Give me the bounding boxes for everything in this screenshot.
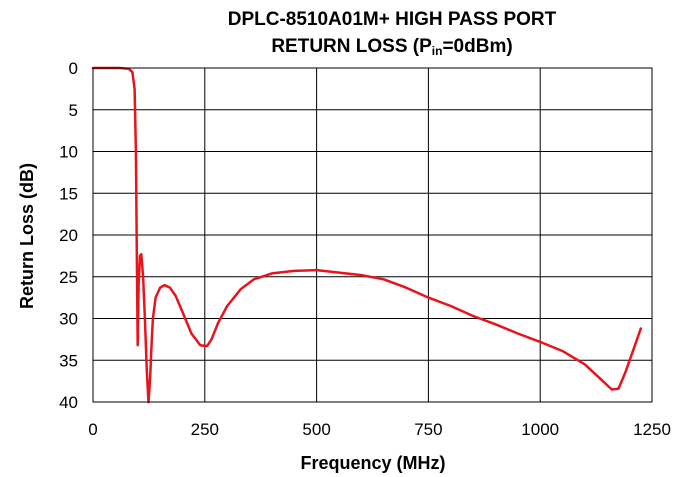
series-line <box>91 66 643 404</box>
x-tick-label: 750 <box>414 420 442 439</box>
x-tick-label: 0 <box>88 420 97 439</box>
y-axis-label: Return Loss (dB) <box>17 163 37 309</box>
y-tick-label: 35 <box>59 351 78 370</box>
x-tick-label: 1250 <box>633 420 671 439</box>
chart-title-line2-suffix: =0dBm) <box>442 36 512 57</box>
y-tick-label: 0 <box>69 59 78 78</box>
chart-title-line1: DPLC-8510A01M+ HIGH PASS PORT <box>228 9 557 30</box>
y-tick-label: 5 <box>69 101 78 120</box>
chart-title-line2: RETURN LOSS (Pin=0dBm) <box>271 36 512 58</box>
y-tick-label: 40 <box>59 393 78 412</box>
chart-title-line2-prefix: RETURN LOSS (P <box>271 36 432 57</box>
y-tick-label: 25 <box>59 268 78 287</box>
x-axis-label: Frequency (MHz) <box>300 453 445 473</box>
x-tick-labels: 0 250 500 750 1000 1250 <box>88 420 671 439</box>
plot-grid <box>92 67 653 403</box>
y-tick-label: 30 <box>59 310 78 329</box>
x-tick-label: 1000 <box>521 420 559 439</box>
y-tick-label: 10 <box>59 143 78 162</box>
y-tick-labels: 0 5 10 15 20 25 30 35 40 <box>59 59 78 412</box>
chart-title-line2-subscript: in <box>432 44 443 58</box>
x-tick-label: 500 <box>302 420 330 439</box>
y-tick-label: 20 <box>59 226 78 245</box>
y-tick-label: 15 <box>59 184 78 203</box>
plot-series <box>91 66 643 404</box>
plot-frame <box>92 67 653 403</box>
x-tick-label: 250 <box>191 420 219 439</box>
